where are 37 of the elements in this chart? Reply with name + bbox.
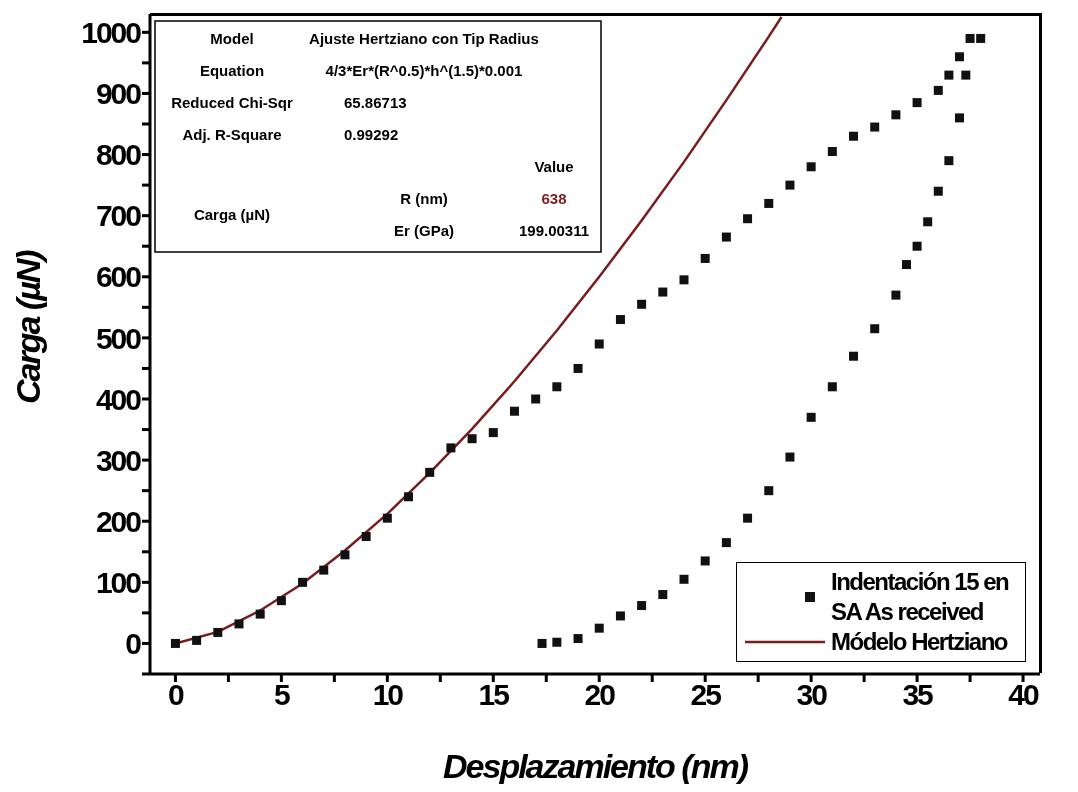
annotation: Er (GPa) (393, 222, 455, 239)
annotation: Carga (µN) (193, 206, 271, 223)
x-tick-label: 10 (372, 678, 404, 712)
annotation: Equation (199, 62, 265, 79)
y-tick-label: 900 (95, 77, 142, 111)
annotation: 199.00311 (518, 222, 590, 239)
y-axis-title: Carga (µN) (9, 249, 48, 404)
y-tick-label: 0 (125, 627, 142, 661)
y-tick-label: 100 (95, 565, 142, 599)
x-tick-label: 35 (902, 678, 934, 712)
y-tick-label: 300 (95, 443, 142, 477)
y-tick-label: 1000 (81, 15, 142, 49)
x-tick-label: 0 (168, 678, 185, 712)
y-tick-label: 700 (95, 199, 142, 233)
annotation: Model (210, 30, 254, 47)
x-tick-label: 5 (274, 678, 291, 712)
x-tick-label: 20 (584, 678, 616, 712)
x-tick-label: 15 (478, 678, 510, 712)
annotation: Adj. R-Square (182, 126, 282, 143)
annotation: Reduced Chi-Sqr (171, 94, 293, 111)
annotation: 638 (541, 190, 567, 207)
y-tick-label: 200 (95, 504, 142, 538)
annotation: Ajuste Hertziano con Tip Radius (309, 30, 539, 47)
x-tick-label: 30 (796, 678, 828, 712)
x-tick-label: 40 (1008, 678, 1040, 712)
y-tick-label: 400 (95, 382, 142, 416)
annotation: R (nm) (400, 190, 448, 207)
annotation: Value (534, 158, 574, 175)
y-tick-label: 500 (95, 321, 142, 355)
legend-label: Indentación 15 en SA As received (831, 567, 1010, 627)
annotation: 65.86713 (344, 94, 407, 111)
x-tick-label: 25 (690, 678, 722, 712)
y-tick-label: 600 (95, 260, 142, 294)
annotation: 4/3*Er*(R^0.5)*h^(1.5)*0.001 (325, 62, 523, 79)
legend-label: Módelo Hertziano (831, 627, 1008, 657)
y-tick-label: 800 (95, 138, 142, 172)
annotation: 0.99292 (344, 126, 399, 143)
